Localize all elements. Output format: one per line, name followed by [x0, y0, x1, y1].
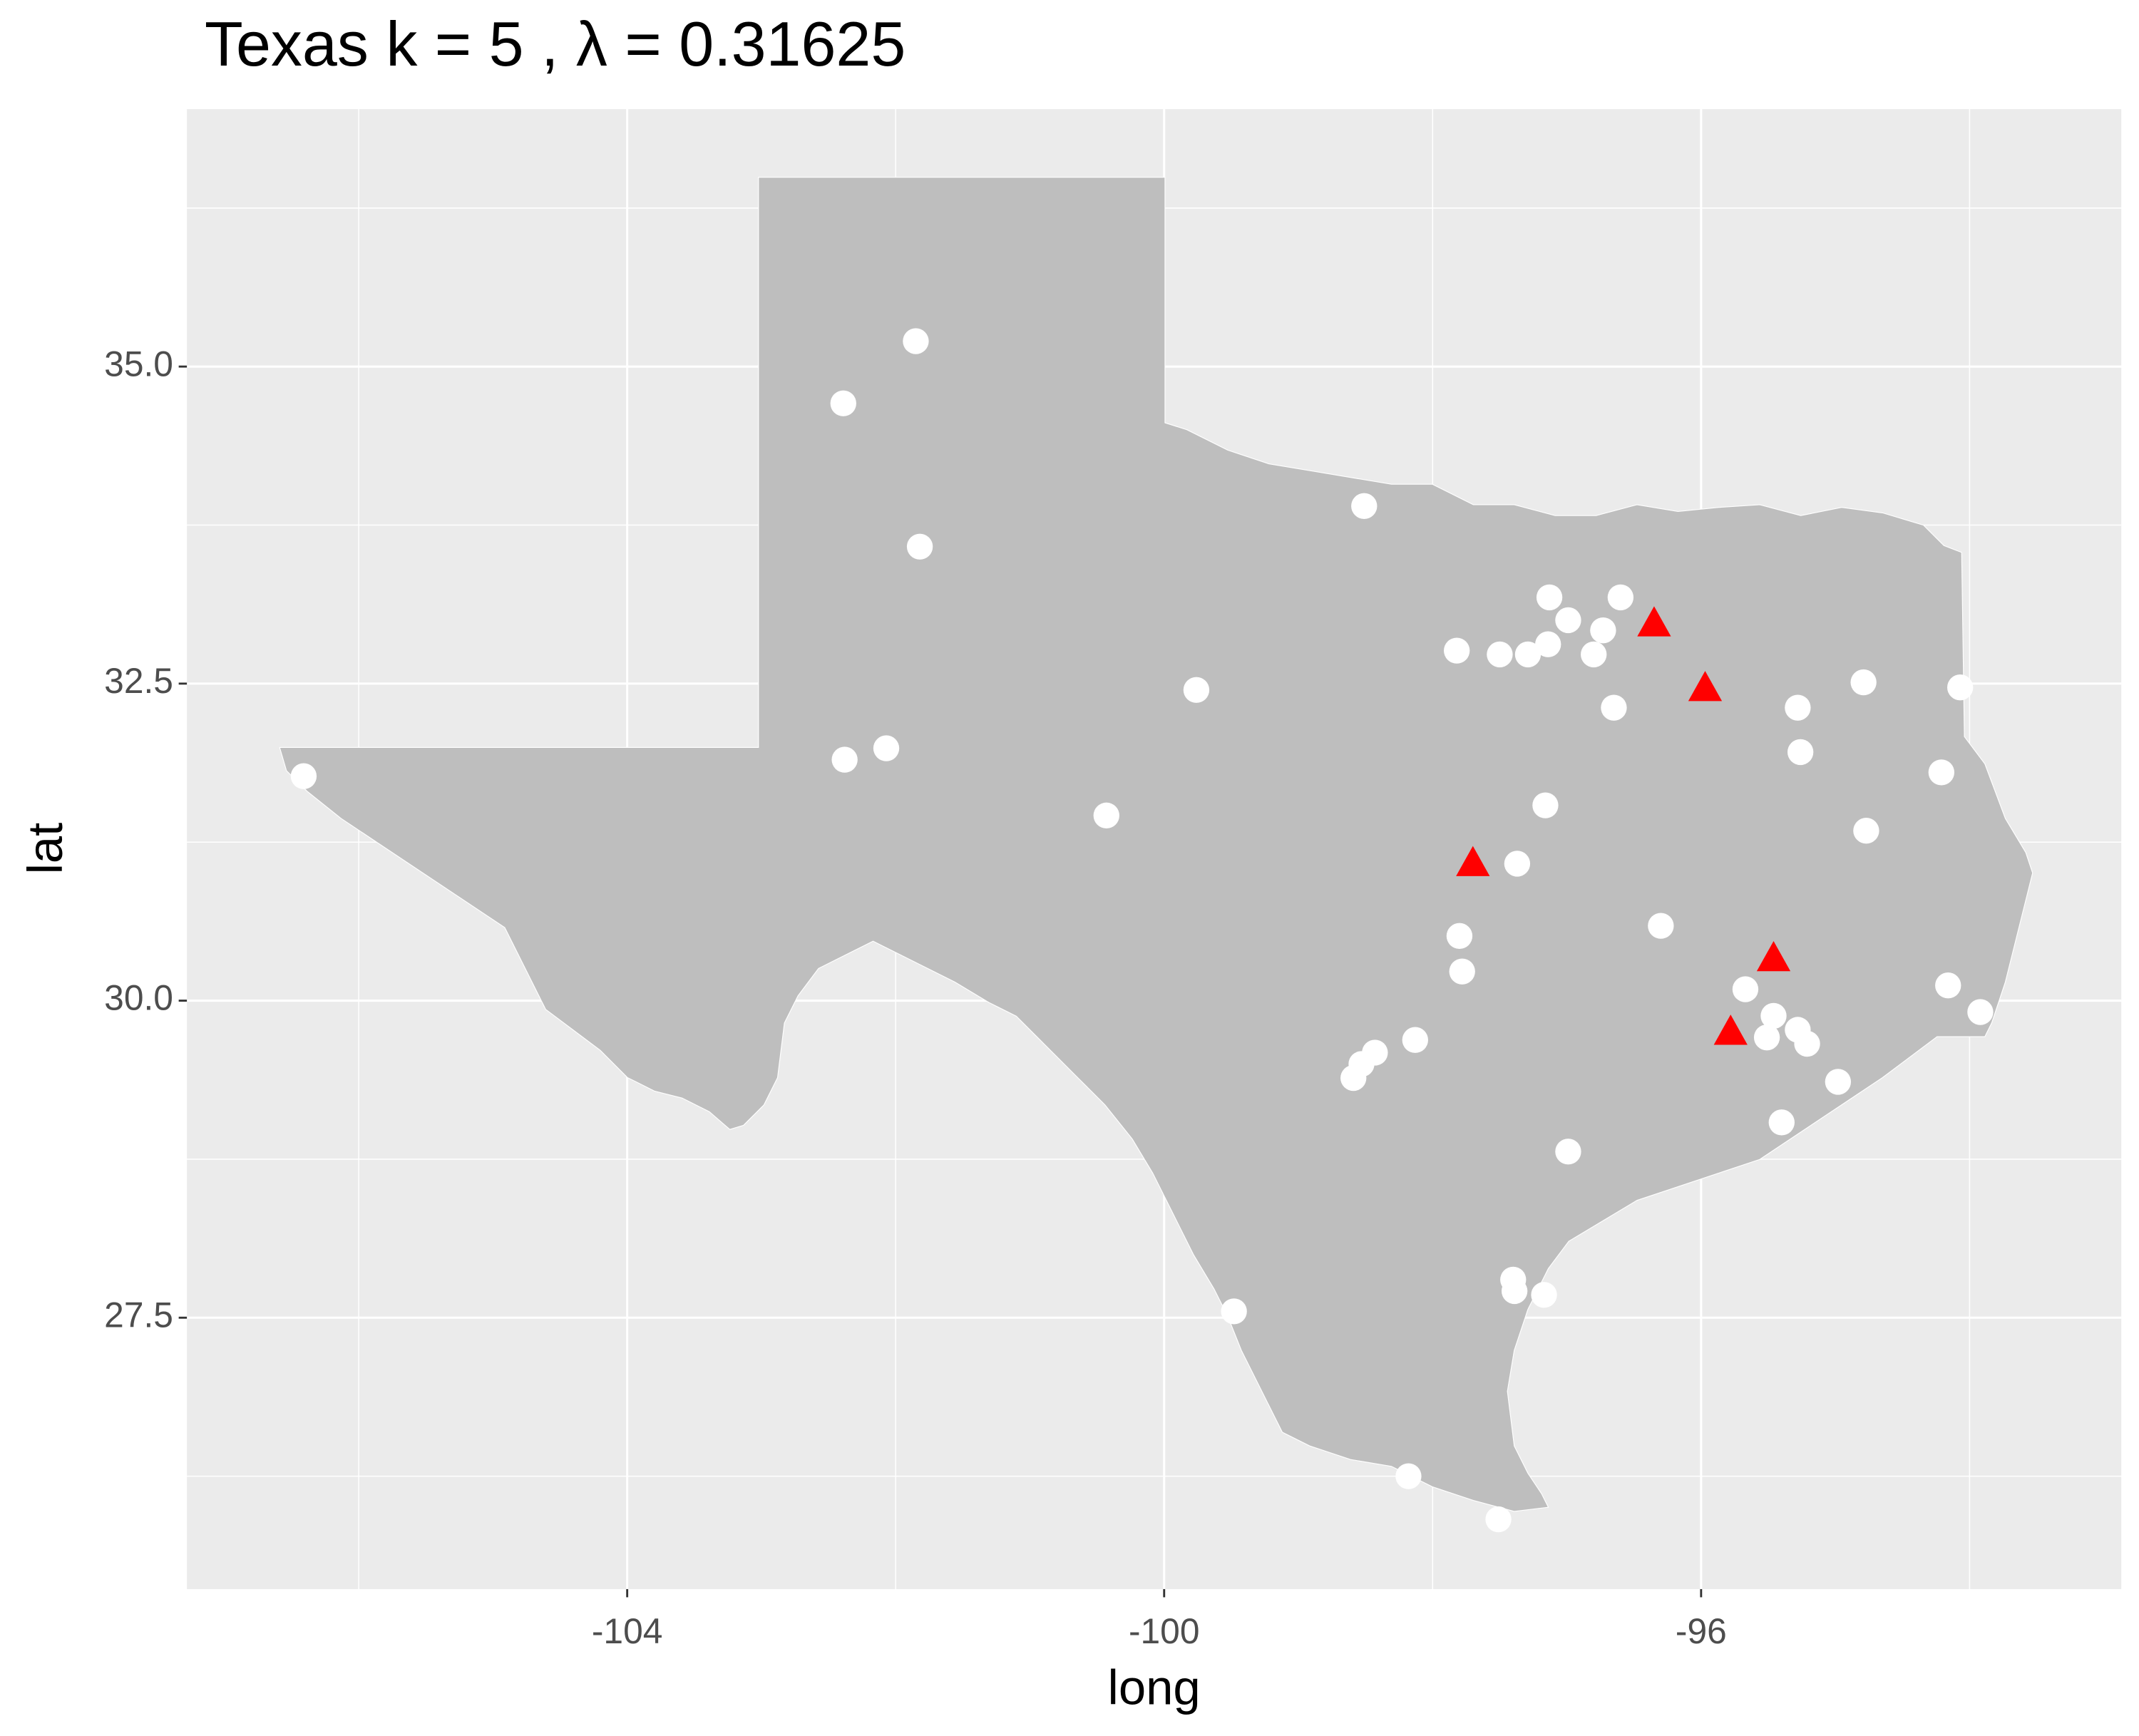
point [1449, 958, 1475, 985]
point [1221, 1298, 1247, 1325]
point [1504, 851, 1531, 877]
axes: -104 -100 -96 27.5 30.0 32.5 35.0 [104, 344, 1727, 1651]
point [1947, 674, 1974, 701]
point [1768, 1109, 1795, 1136]
point [1536, 584, 1563, 611]
point [1402, 1027, 1428, 1053]
center-marker [1456, 846, 1490, 876]
point [1555, 1139, 1581, 1165]
y-tick-label: 32.5 [104, 661, 173, 701]
point [830, 390, 856, 416]
point [1601, 694, 1627, 721]
point [290, 763, 317, 789]
point [1760, 1002, 1787, 1029]
x-tick-label: -100 [1129, 1611, 1200, 1651]
y-tick-label: 27.5 [104, 1295, 173, 1335]
point [1555, 607, 1581, 634]
texas-map [279, 177, 2033, 1512]
y-tick-label: 35.0 [104, 344, 173, 384]
point [1531, 1282, 1557, 1308]
point [1093, 802, 1119, 829]
point [831, 746, 858, 773]
point [1732, 976, 1759, 1002]
point [1850, 669, 1877, 696]
center-marker [1637, 606, 1671, 637]
center-marker [1688, 671, 1723, 702]
point [873, 735, 900, 761]
point [1607, 584, 1634, 611]
center-marker [1713, 1015, 1748, 1045]
point [1485, 1506, 1512, 1533]
point [1340, 1064, 1367, 1092]
point [1351, 493, 1378, 520]
center-marker [1756, 940, 1791, 972]
point [1787, 739, 1814, 766]
y-tick-label: 30.0 [104, 978, 173, 1018]
y-axis-title: lat [18, 823, 73, 875]
point [1501, 1278, 1528, 1305]
point [1535, 631, 1561, 657]
point [1967, 999, 1994, 1025]
point [1446, 923, 1473, 950]
point [1532, 792, 1559, 818]
point [1935, 972, 1961, 999]
chart-title: Texas k = 5 , λ = 0.31625 [205, 9, 906, 79]
point [1753, 1024, 1780, 1051]
point [1825, 1069, 1852, 1095]
point [1443, 637, 1470, 664]
x-axis-title: long [1108, 1660, 1201, 1715]
point [1785, 694, 1811, 721]
point [1794, 1030, 1820, 1057]
marks [290, 328, 1994, 1533]
point [1514, 641, 1542, 668]
point [906, 533, 933, 560]
point [1487, 641, 1513, 668]
x-tick-label: -104 [592, 1611, 663, 1651]
point [1648, 913, 1674, 939]
x-tick-label: -96 [1676, 1611, 1727, 1651]
point [1928, 759, 1955, 786]
point [1395, 1463, 1422, 1489]
point [1362, 1039, 1388, 1066]
point [1853, 818, 1879, 844]
point [1183, 677, 1210, 703]
point [1581, 641, 1607, 668]
point [903, 328, 929, 354]
point [1590, 617, 1616, 644]
